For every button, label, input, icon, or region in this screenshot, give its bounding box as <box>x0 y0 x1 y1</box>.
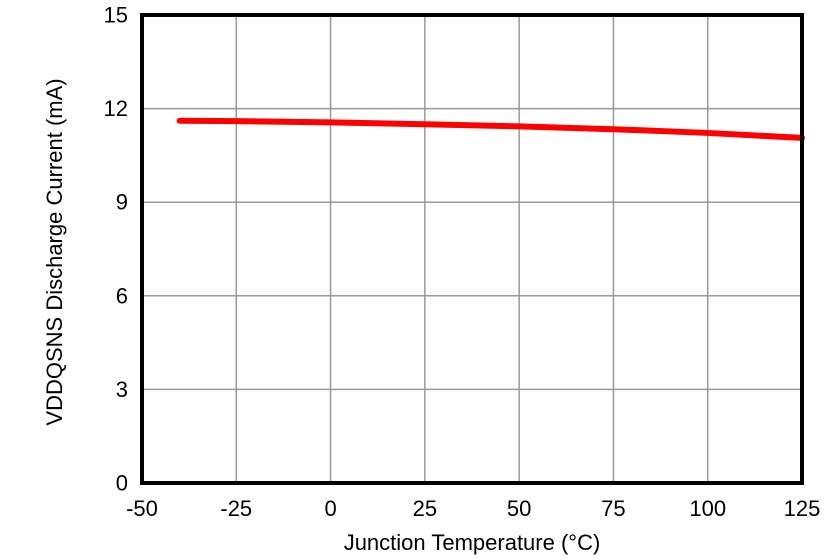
y-tick-label: 3 <box>116 377 128 402</box>
x-tick-label: 50 <box>507 496 531 521</box>
y-tick-label: 15 <box>104 3 128 28</box>
x-axis-label: Junction Temperature (°C) <box>344 530 601 555</box>
y-axis-label: VDDQSNS Discharge Current (mA) <box>42 78 67 425</box>
y-tick-label: 12 <box>104 96 128 121</box>
data-series <box>176 117 805 141</box>
plot-frame <box>140 13 804 485</box>
x-tick-label: 125 <box>784 496 821 521</box>
data-line-vddqsns <box>176 117 805 141</box>
y-tick-label: 9 <box>116 190 128 215</box>
x-tick-label: 75 <box>601 496 625 521</box>
x-tick-label: 100 <box>689 496 726 521</box>
x-tick-label: -50 <box>126 496 158 521</box>
x-tick-label: 25 <box>413 496 437 521</box>
y-tick-label: 6 <box>116 283 128 308</box>
y-tick-label: 0 <box>116 471 128 496</box>
tick-labels: -50 -25 0 25 50 75 100 125 0 3 6 9 12 15 <box>104 3 821 522</box>
gridlines <box>142 15 802 483</box>
x-tick-label: -25 <box>220 496 252 521</box>
x-tick-label: 0 <box>324 496 336 521</box>
